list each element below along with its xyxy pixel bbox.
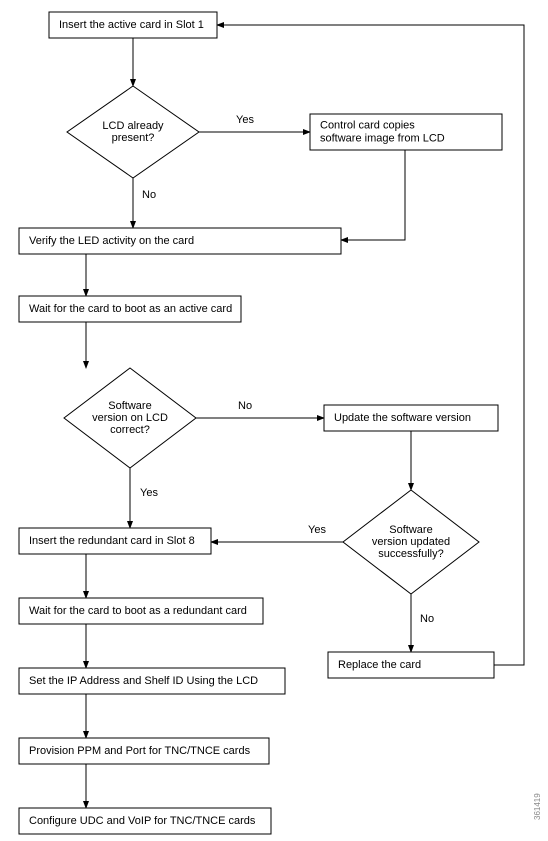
edge-9-label: Yes (308, 524, 326, 536)
node-n11: Replace the card (328, 652, 494, 678)
node-n7: Update the software version (324, 405, 498, 431)
node-n1: Insert the active card in Slot 1 (49, 12, 217, 38)
node-n14: Configure UDC and VoIP for TNC/TNCE card… (19, 808, 271, 834)
node-n11-label: Replace the card (338, 659, 421, 671)
edge-2-label: Yes (236, 114, 254, 126)
node-n2-label: LCD already (102, 120, 164, 132)
node-n7-label: Update the software version (334, 412, 471, 424)
node-n3-label: software image from LCD (320, 132, 445, 144)
edge-7-label: No (238, 400, 252, 412)
flowchart-canvas: No Yes Yes No Yes No Insert the active card in… (0, 0, 548, 841)
node-n4: Verify the LED activity on the card (19, 228, 341, 254)
node-n8-label: Software (389, 524, 432, 536)
node-n6-label: version on LCD (92, 412, 168, 424)
node-n5-label: Wait for the card to boot as an active c… (29, 303, 232, 315)
node-n4-label: Verify the LED activity on the card (29, 235, 194, 247)
node-n12-label: Set the IP Address and Shelf ID Using th… (29, 675, 258, 687)
edge-1-label: No (142, 189, 156, 201)
edge-6-label: Yes (140, 487, 158, 499)
node-n10-label: Wait for the card to boot as a redundant… (29, 605, 247, 617)
node-n9: Insert the redundant card in Slot 8 (19, 528, 211, 554)
node-n13-label: Provision PPM and Port for TNC/TNCE card… (29, 745, 251, 757)
node-n6: Softwareversion on LCDcorrect? (64, 368, 196, 468)
node-n10: Wait for the card to boot as a redundant… (19, 598, 263, 624)
node-n12: Set the IP Address and Shelf ID Using th… (19, 668, 285, 694)
node-n8-label: version updated (372, 536, 450, 548)
reference-id: 361419 (533, 793, 542, 820)
node-n13: Provision PPM and Port for TNC/TNCE card… (19, 738, 269, 764)
node-n1-label: Insert the active card in Slot 1 (59, 19, 204, 31)
edge-3 (341, 150, 405, 240)
node-n8-label: successfully? (378, 548, 443, 560)
node-n2: LCD alreadypresent? (67, 86, 199, 178)
node-n14-label: Configure UDC and VoIP for TNC/TNCE card… (29, 815, 256, 827)
node-n3-label: Control card copies (320, 119, 415, 131)
node-n2-label: present? (112, 132, 155, 144)
node-n9-label: Insert the redundant card in Slot 8 (29, 535, 195, 547)
node-n3: Control card copiessoftware image from L… (310, 114, 502, 150)
node-n6-label: correct? (110, 424, 150, 436)
node-n5: Wait for the card to boot as an active c… (19, 296, 241, 322)
edge-10-label: No (420, 613, 434, 625)
node-n8: Softwareversion updatedsuccessfully? (343, 490, 479, 594)
node-n6-label: Software (108, 400, 151, 412)
